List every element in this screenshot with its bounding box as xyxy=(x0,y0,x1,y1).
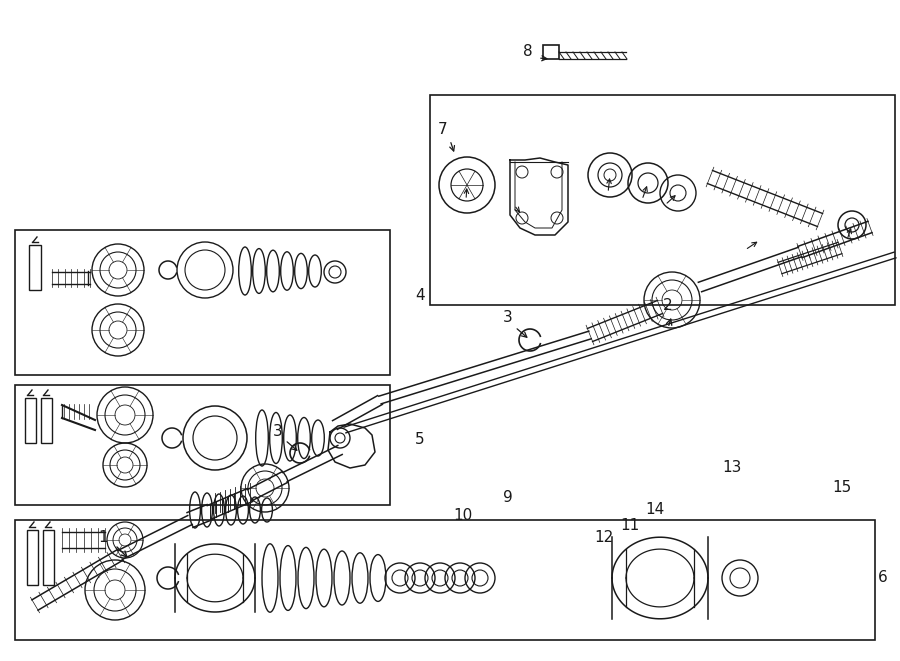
Text: 4: 4 xyxy=(415,288,425,303)
Bar xyxy=(430,95,895,305)
Bar xyxy=(42,530,53,585)
Text: 15: 15 xyxy=(832,479,851,494)
Bar xyxy=(543,45,559,59)
Bar xyxy=(26,530,38,585)
Text: 3: 3 xyxy=(503,311,513,325)
Text: 3: 3 xyxy=(273,424,283,440)
Text: 1: 1 xyxy=(98,531,108,545)
Text: 9: 9 xyxy=(503,490,513,506)
Text: 12: 12 xyxy=(594,531,614,545)
Text: 5: 5 xyxy=(415,432,425,447)
Bar xyxy=(15,230,390,375)
Text: 10: 10 xyxy=(454,508,473,522)
Text: 14: 14 xyxy=(645,502,664,518)
Bar xyxy=(29,245,41,290)
Text: 2: 2 xyxy=(663,297,673,313)
Text: 7: 7 xyxy=(438,122,448,137)
Text: 6: 6 xyxy=(878,570,888,586)
Text: 13: 13 xyxy=(723,461,742,475)
Bar xyxy=(15,385,390,505)
Bar xyxy=(15,520,875,640)
Bar xyxy=(40,398,51,443)
Text: 11: 11 xyxy=(620,518,640,533)
Bar xyxy=(24,398,35,443)
Text: 8: 8 xyxy=(523,44,533,59)
